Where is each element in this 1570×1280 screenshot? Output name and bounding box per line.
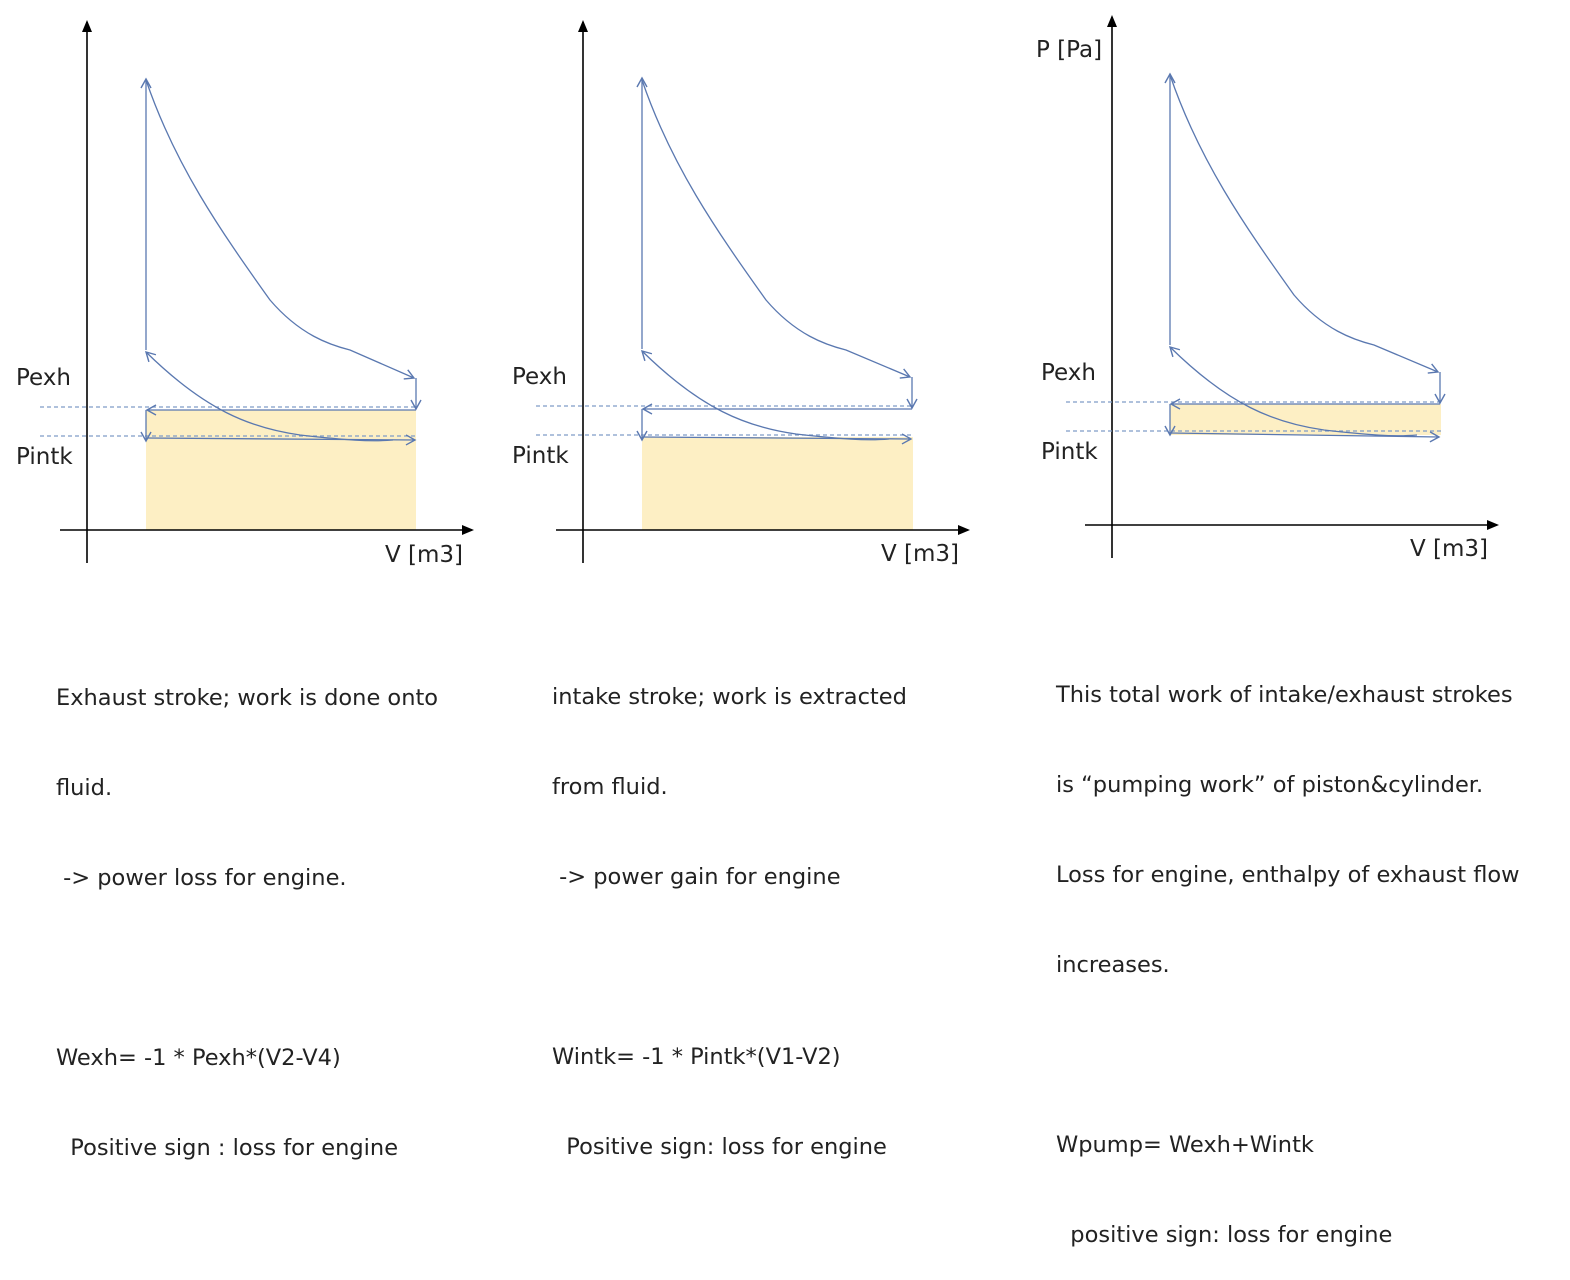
compression-curve [640,349,890,441]
caption-line: from fluid. [552,774,668,800]
pintk-label: Pintk [16,444,73,470]
v-axis-label: V [m3] [881,541,959,567]
p-axis-label: P [Pa] [1036,37,1102,63]
caption-line [552,952,907,982]
caption-line [56,953,438,983]
pexh-label: Pexh [512,364,567,390]
pintk-label: Pintk [1041,439,1098,465]
pintk-label: Pintk [512,443,569,469]
caption-line: Wintk= -1 * Pintk*(V1-V2) [552,1044,841,1070]
pumping-caption: This total work of intake/exhaust stroke… [1056,620,1520,1280]
v-axis-label: V [m3] [1410,536,1488,562]
expansion-curve [641,79,912,379]
caption-line: Loss for engine, enthalpy of exhaust flo… [1056,862,1520,888]
pumping-work-area [1170,404,1441,435]
caption-line: intake stroke; work is extracted [552,684,907,710]
compression-curve [1168,345,1418,437]
exhaust-caption: Exhaust stroke; work is done onto fluid.… [56,623,438,1193]
pexh-label: Pexh [1041,360,1096,386]
v-axis-label: V [m3] [385,542,463,568]
expansion-curve [145,79,416,380]
caption-line: fluid. [56,775,113,801]
panel-exhaust: Pexh Pintk V [m3] [16,20,474,568]
caption-line: -> power gain for engine [552,864,841,890]
caption-line: is “pumping work” of piston&cylinder. [1056,772,1484,798]
exhaust-work-area [146,410,416,530]
caption-line: -> power loss for engine. [56,865,347,891]
intake-work-area [642,437,913,530]
panel-intake: Pexh Pintk V [m3] [512,20,970,567]
caption-line: Exhaust stroke; work is done onto [56,685,439,711]
compression-curve [144,350,394,442]
caption-line: positive sign: loss for engine [1056,1222,1393,1248]
caption-line: This total work of intake/exhaust stroke… [1056,682,1513,708]
caption-line [1056,1040,1520,1070]
intake-stroke-line [641,433,913,445]
caption-line: Wpump= Wexh+Wintk [1056,1132,1314,1158]
panel-pumping: P [Pa] Pexh Pintk V [m3] [1036,15,1499,562]
caption-line: Wexh= -1 * Pexh*(V2-V4) [56,1045,341,1071]
caption-line: Positive sign : loss for engine [56,1135,399,1161]
caption-line: Positive sign: loss for engine [552,1134,887,1160]
caption-line: increases. [1056,952,1170,978]
intake-caption: intake stroke; work is extracted from fl… [552,622,907,1192]
pexh-label: Pexh [16,365,71,391]
pv-diagrams: Pexh Pintk V [m3] Pexh Pintk V [m3] [16,15,1499,568]
expansion-curve [1169,74,1440,374]
intake-stroke-line [145,434,417,446]
